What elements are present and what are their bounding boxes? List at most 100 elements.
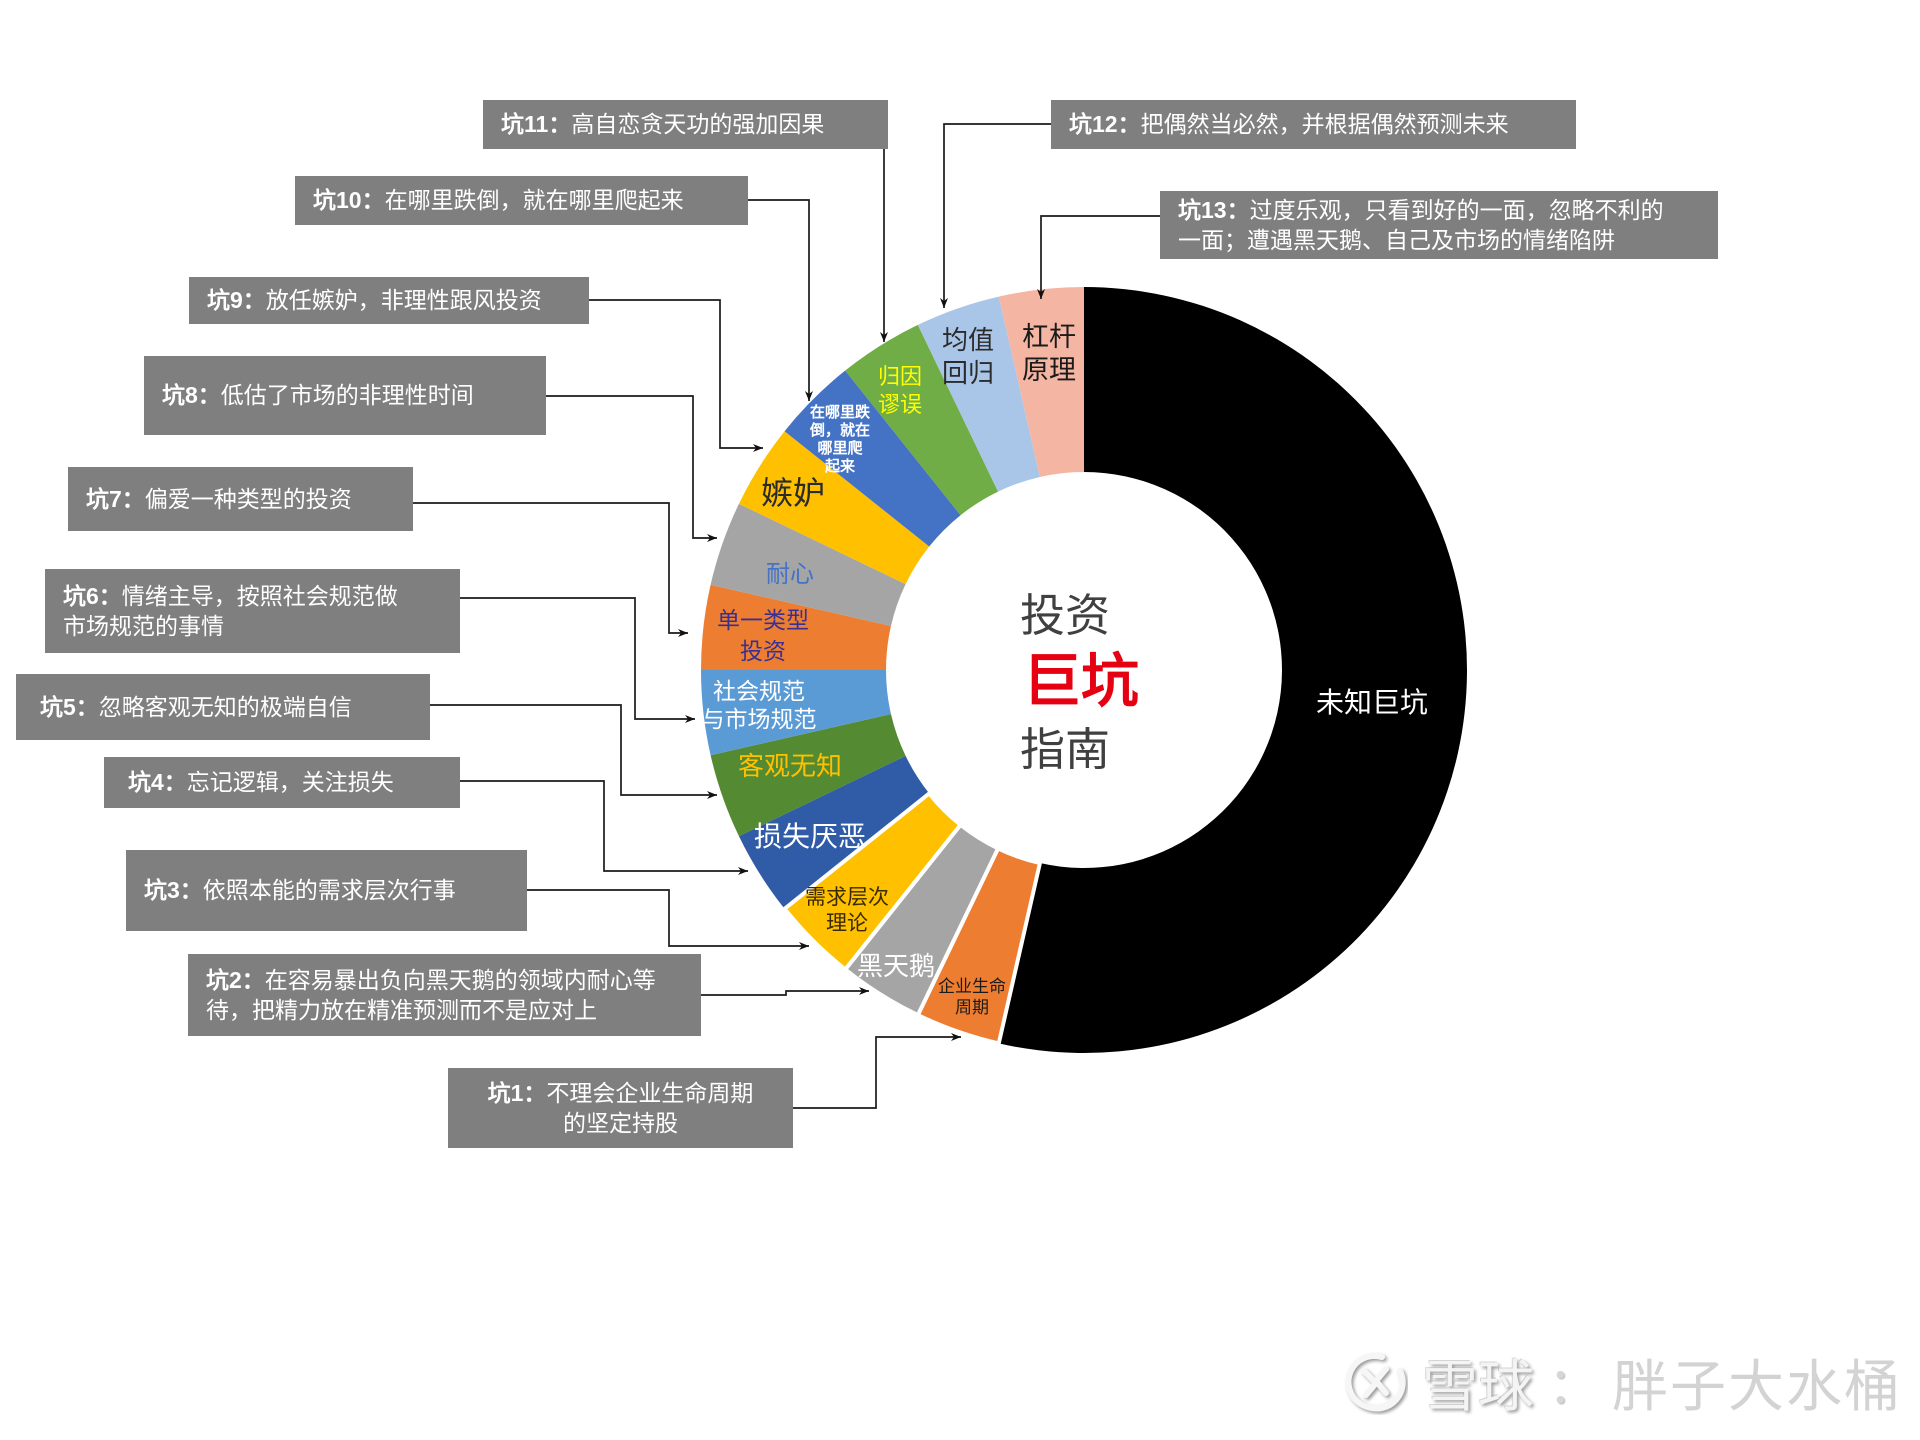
slice-label-line: 均值: [941, 326, 995, 355]
slice-label-line: 嫉妒: [760, 475, 826, 511]
callout-line: 一面；遭遇黑天鹅、自己及市场的情绪陷阱: [1178, 227, 1615, 253]
callout-pit-12: 坑12：把偶然当必然，并根据偶然预测未来: [1051, 100, 1576, 149]
watermark-separator: ：: [1548, 1358, 1598, 1414]
callout-line: 市场规范的事情: [63, 613, 224, 639]
donut-slice: [998, 287, 1467, 1053]
callout-text: 高自恋贪天功的强加因果: [571, 112, 825, 137]
callout-line: 坑4：忘记逻辑，关注损失: [128, 767, 442, 798]
donut-slice: [784, 370, 961, 547]
watermark: 雪球 ： 胖子大水桶: [1342, 1348, 1902, 1418]
slice-label-line: 损失厌恶: [753, 822, 867, 853]
connector-pit-8: [546, 395, 717, 542]
callout-prefix: 坑9：: [207, 287, 266, 313]
callout-text: 在哪里跌倒，就在哪里爬起来: [384, 188, 684, 213]
callout-pit-11: 坑11：高自恋贪天功的强加因果: [483, 100, 888, 149]
callout-line: 坑13：过度乐观，只看到好的一面，忽略不利的: [1178, 195, 1700, 226]
callout-line: 待，把精力放在精准预测而不是应对上: [206, 997, 597, 1023]
slice-label-line: 客观无知: [737, 752, 843, 781]
callout-text: 依照本能的需求层次行事: [202, 878, 456, 903]
slice-label-objective-ignorance: 客观无知: [738, 752, 842, 782]
callout-text: 偏爱一种类型的投资: [144, 486, 352, 512]
slice-label-attribution-fallacy: 归因 谬误: [878, 363, 922, 419]
callout-prefix: 坑11：: [501, 111, 572, 137]
callout-text: 忽略客观无知的极端自信: [98, 694, 352, 720]
donut-slice: [998, 287, 1084, 477]
slice-label-line: 起来: [824, 459, 856, 475]
callout-pit-7: 坑7：偏爱一种类型的投资: [68, 467, 413, 531]
callout-line: 坑6：情绪主导，按照社会规范做: [63, 581, 442, 612]
slice-label-patience: 耐心: [766, 561, 814, 589]
slice-label-fall-and-rise: 在哪里跌 倒，就在 哪里爬 起来: [810, 404, 870, 476]
callout-line: 坑2：在容易暴出负向黑天鹅的领域内耐心等: [206, 965, 683, 996]
callout-line: 坑10：在哪里跌倒，就在哪里爬起来: [313, 185, 730, 216]
slice-label-line: 归因: [877, 364, 923, 389]
slice-label-line: 需求层次: [805, 885, 889, 909]
donut-slice: [917, 296, 1040, 492]
slice-label-black-swan: 黑天鹅: [857, 952, 935, 982]
connector-pit-9: [589, 299, 763, 452]
callout-prefix: 坑5：: [40, 693, 99, 720]
slice-label-hierarchy-of-needs: 需求层次 理论: [805, 884, 889, 936]
callout-line: 坑1：不理会企业生命周期: [488, 1078, 754, 1109]
callout-pit-3: 坑3：依照本能的需求层次行事: [126, 850, 527, 931]
connectors: [413, 123, 1160, 1109]
slice-label-line: 单一类型: [717, 608, 809, 633]
slice-label-line: 社会规范: [713, 679, 805, 704]
callout-prefix: 坑2：: [206, 966, 265, 993]
slice-label-envy: 嫉妒: [761, 475, 825, 511]
slice-label-line: 回归: [941, 359, 995, 388]
callout-prefix: 坑8：: [162, 382, 221, 408]
callout-text: 在容易暴出负向黑天鹅的领域内耐心等: [264, 967, 656, 993]
callout-pit-9: 坑9：放任嫉妒，非理性跟风投资: [189, 277, 589, 324]
slice-label-line: 黑天鹅: [856, 952, 936, 981]
donut-slice: [738, 755, 930, 909]
callout-prefix: 坑6：: [63, 582, 122, 609]
callout-pit-2: 坑2：在容易暴出负向黑天鹅的领域内耐心等 待，把精力放在精准预测而不是应对上: [188, 954, 701, 1036]
slice-label-line: 在哪里跌: [809, 405, 871, 421]
donut-slice: [738, 431, 930, 585]
callout-line: 坑12：把偶然当必然，并根据偶然预测未来: [1069, 109, 1558, 140]
slice-label-line: 哪里爬: [817, 441, 863, 457]
donut-slice: [710, 714, 906, 837]
slice-label-leverage: 杠杆 原理: [1022, 321, 1076, 387]
slice-label-line: 投资: [740, 639, 786, 664]
callout-text: 忘记逻辑，关注损失: [186, 770, 394, 795]
snowball-logo-icon: [1345, 1352, 1406, 1412]
slice-label-line: 耐心: [766, 562, 814, 588]
connector-pit-12: [940, 123, 1051, 308]
slice-label-mean-reversion: 均值 回归: [942, 324, 994, 390]
callout-text: 情绪主导，按照社会规范做: [121, 583, 398, 609]
connector-pit-7: [413, 502, 688, 637]
callout-line: 坑11：高自恋贪天功的强加因果: [501, 109, 870, 140]
callout-prefix: 坑12：: [1069, 111, 1141, 137]
callout-prefix: 坑7：: [86, 485, 145, 512]
center-title-line-2: 巨坑: [1023, 649, 1140, 714]
slice-label-line: 企业生命: [938, 977, 1006, 996]
center-title-line-3: 指南: [1020, 725, 1111, 775]
donut-slice: [781, 790, 964, 973]
slice-label-unknown-pit: 未知巨坑: [1316, 688, 1428, 720]
connector-pit-1: [793, 1033, 961, 1109]
slice-label-loss-aversion: 损失厌恶: [754, 822, 866, 854]
callout-pit-1: 坑1：不理会企业生命周期 的坚定持股: [448, 1068, 793, 1148]
callout-line: 坑3：依照本能的需求层次行事: [144, 875, 509, 906]
slice-label-line: 理论: [826, 911, 868, 935]
slice-label-single-type-investment: 单一类型 投资: [717, 605, 809, 667]
slice-label-business-lifecycle: 企业生命 周期: [938, 976, 1006, 1018]
connector-pit-2: [701, 987, 869, 996]
callout-pit-10: 坑10：在哪里跌倒，就在哪里爬起来: [295, 176, 748, 225]
center-title-line-1: 投资: [1020, 591, 1111, 641]
donut-slice: [845, 324, 999, 516]
connector-pit-10: [748, 199, 813, 401]
callout-text: 低估了市场的非理性时间: [220, 383, 474, 408]
callout-text: 不理会企业生命周期: [546, 1080, 754, 1106]
slice-label-line: 原理: [1022, 355, 1076, 385]
slice-label-social-market-norms: 社会规范 与市场规范: [702, 678, 817, 734]
donut-slices: [701, 287, 1467, 1053]
slice-label-line: 未知巨坑: [1315, 688, 1429, 719]
slice-label-line: 杠杆: [1022, 322, 1076, 352]
callout-prefix: 坑4：: [128, 769, 187, 795]
callout-pit-6: 坑6：情绪主导，按照社会规范做 市场规范的事情: [45, 569, 460, 653]
callout-line: 坑9：放任嫉妒，非理性跟风投资: [207, 285, 571, 316]
